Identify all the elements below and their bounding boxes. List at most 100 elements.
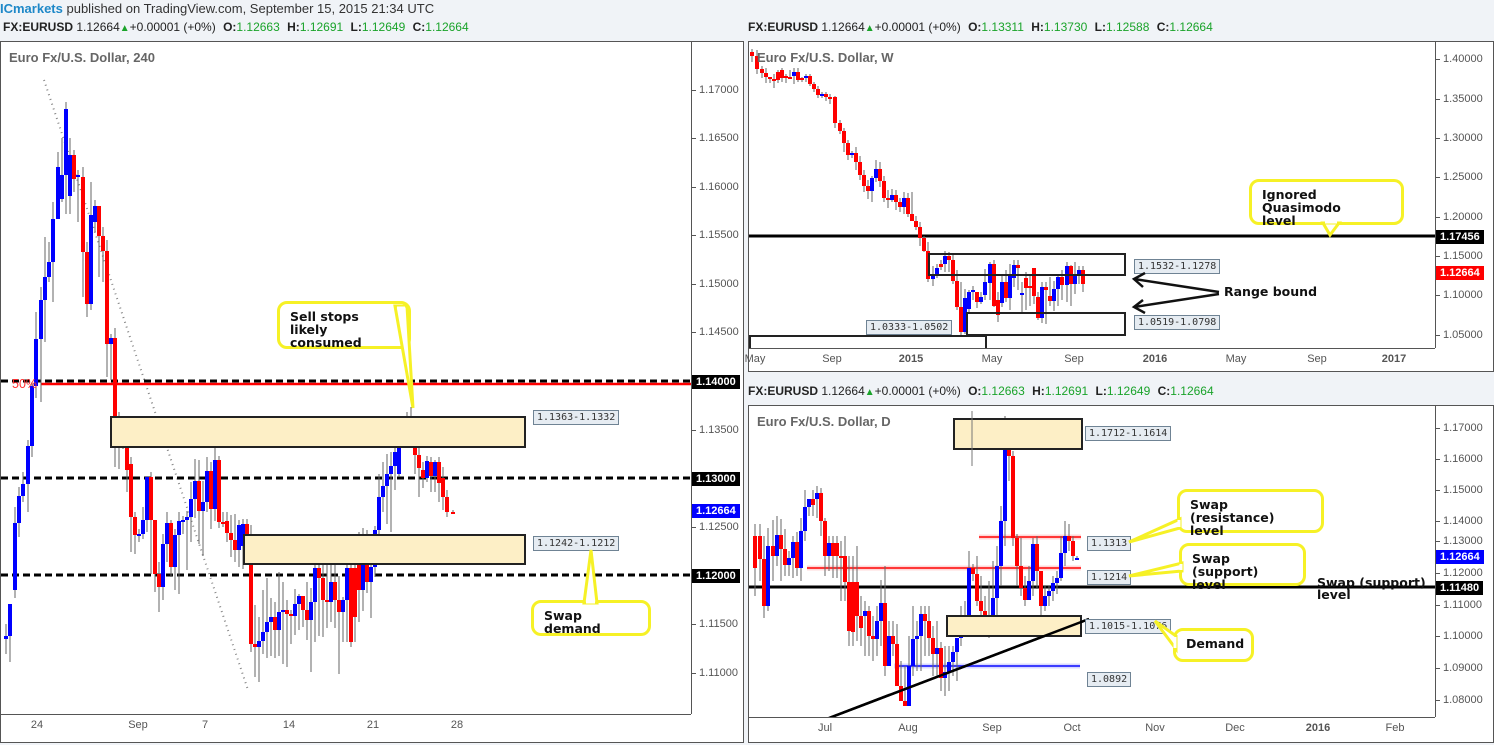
range-bottom-zone[interactable] [966,312,1126,336]
x-tick: 28 [450,719,464,731]
weekly-plot-area[interactable]: 1.1532-1.1278 1.0519-1.0798 1.0333-1.050… [749,42,1435,348]
support-zone-low[interactable] [749,335,987,348]
last-price: 1.12664 [76,20,120,34]
y-tick: 1.17000 [692,84,739,96]
high-value: 1.12691 [1044,384,1089,398]
x-tick: 24 [30,719,44,731]
daily-price-axis[interactable]: 1.17000 1.16000 1.15000 1.14000 1.13000 … [1435,406,1494,717]
symbol[interactable]: FX:EURUSD [748,20,819,34]
weekly-chart-title: Euro Fx/U.S. Dollar, W [757,50,894,65]
x-tick: 7 [201,719,209,731]
callout-line: Sell stops [290,309,359,324]
close-value: 1.12664 [425,20,469,34]
callout-line: Ignored Quasimodo [1262,187,1341,215]
h4-chart-panel[interactable]: 50% 1.1363-1.1332 1.1242-1.1212 Sell sto… [0,41,744,743]
y-tick: 1.40000 [1436,53,1483,65]
high-label: H: [1031,20,1044,34]
high-label: H: [1032,384,1045,398]
symbol[interactable]: FX:EURUSD [748,384,819,398]
y-tick: 1.14500 [692,326,739,338]
symbol[interactable]: FX:EURUSD [3,20,74,34]
x-tick: Dec [1225,722,1245,734]
weekly-chart-panel[interactable]: 1.1532-1.1278 1.0519-1.0798 1.0333-1.050… [745,41,1494,372]
x-tick: Sep [1307,353,1327,365]
level-tag-1.1313: 1.1313 [1087,536,1132,551]
y-tick: 1.15000 [1436,250,1483,262]
open-value: 1.13311 [981,20,1024,34]
last-price-label: 1.12664 [692,504,740,518]
x-tick: Sep [822,353,842,365]
y-tick: 1.11000 [692,667,738,679]
weekly-price-axis[interactable]: 1.40000 1.35000 1.30000 1.25000 1.20000 … [1435,42,1494,348]
low-value: 1.12649 [361,20,406,34]
y-tick: 1.15000 [1436,484,1483,496]
x-tick: 2015 [898,353,924,365]
low-value: 1.12588 [1105,20,1150,34]
weekly-time-axis[interactable]: May Sep 2015 May Sep 2016 May Sep 2017 [745,348,1435,372]
x-tick: 2016 [1305,722,1331,734]
y-tick: 1.12500 [692,521,739,533]
price-label-support: 1.11480 [1436,581,1484,595]
daily-chart-title: Euro Fx/U.S. Dollar, D [757,414,891,429]
y-tick: 1.20000 [1436,211,1483,223]
daily-overlay [828,411,1090,717]
x-tick: 2017 [1381,353,1407,365]
demand-zone-daily[interactable] [946,615,1082,637]
y-tick: 1.15000 [692,278,739,290]
weekly-candles [749,49,1435,337]
callout-line: Demand [1186,636,1245,651]
close-value: 1.12664 [1170,384,1214,398]
up-arrow-icon: ▲ [864,387,875,398]
publish-bar: ICmarkets published on TradingView.com, … [0,0,434,18]
callout-swap-demand: Swap demand [531,600,651,636]
h4-plot-area[interactable]: 50% 1.1363-1.1332 1.1242-1.1212 Sell sto… [1,42,691,714]
x-tick: Sep [982,722,1002,734]
last-price: 1.12664 [821,20,865,34]
swap-demand-zone[interactable] [243,534,526,565]
range-top-zone[interactable] [928,253,1126,276]
callout-line: Swap (resistance) [1190,497,1275,525]
low-label: L: [350,20,362,34]
supply-zone-daily[interactable] [953,418,1083,450]
up-arrow-icon: ▲ [119,23,130,34]
low-value: 1.12649 [1106,384,1151,398]
low-label: L: [1094,20,1106,34]
x-tick: Sep [1064,353,1084,365]
change: +0.00001 (+0%) [874,384,961,398]
high-label: H: [287,20,300,34]
annotation-line: Swap (support) [1317,575,1426,590]
daily-time-axis[interactable]: Jul Aug Sep Oct Nov Dec 2016 Feb [749,717,1435,743]
callout-pointer [582,549,599,605]
daily-chart-panel[interactable]: 1.1712-1.1614 1.1015-1.1076 1.1313 1.121… [748,405,1494,743]
swap-support-level-label: Swap (support) level [1317,575,1426,601]
y-tick: 1.15500 [692,229,739,241]
h4-legend: FX:EURUSD 1.12664▲+0.00001 (+0%) O:1.126… [3,18,469,36]
last-price: 1.12664 [821,384,865,398]
callout-line: likely consumed [290,322,362,350]
zone-label-supply: 1.1712-1.1614 [1085,426,1172,441]
weekly-legend: FX:EURUSD 1.12664▲+0.00001 (+0%) O:1.133… [748,18,1213,36]
y-tick: 1.14000 [1436,515,1483,527]
y-tick: 1.10000 [1436,630,1483,642]
y-tick: 1.05000 [1436,329,1483,341]
x-tick: Sep [128,719,148,731]
change: +0.00001 (+0%) [874,20,961,34]
x-tick: 2016 [1142,353,1168,365]
last-price-label: 1.12664 [1436,550,1484,564]
callout-demand: Demand [1173,628,1254,662]
y-tick: 1.16000 [692,181,739,193]
h4-time-axis[interactable]: 24 Sep 7 14 21 28 [1,714,691,743]
h4-price-axis[interactable]: 1.17000 1.16500 1.16000 1.15500 1.15000 … [691,42,744,714]
supply-zone[interactable] [110,416,526,448]
last-price-label: 1.12664 [1436,266,1484,280]
brand-link[interactable]: ICmarkets [0,1,63,16]
open-label: O: [968,384,982,398]
high-value: 1.13730 [1043,20,1088,34]
y-tick: 1.11500 [692,618,738,630]
x-tick: 14 [282,719,296,731]
callout-swap-support: Swap (support) level [1179,543,1306,591]
y-tick: 1.17000 [1436,422,1483,434]
y-tick: 1.35000 [1436,93,1483,105]
price-label-1.13: 1.13000 [692,472,740,486]
daily-plot-area[interactable]: 1.1712-1.1614 1.1015-1.1076 1.1313 1.121… [749,406,1435,717]
